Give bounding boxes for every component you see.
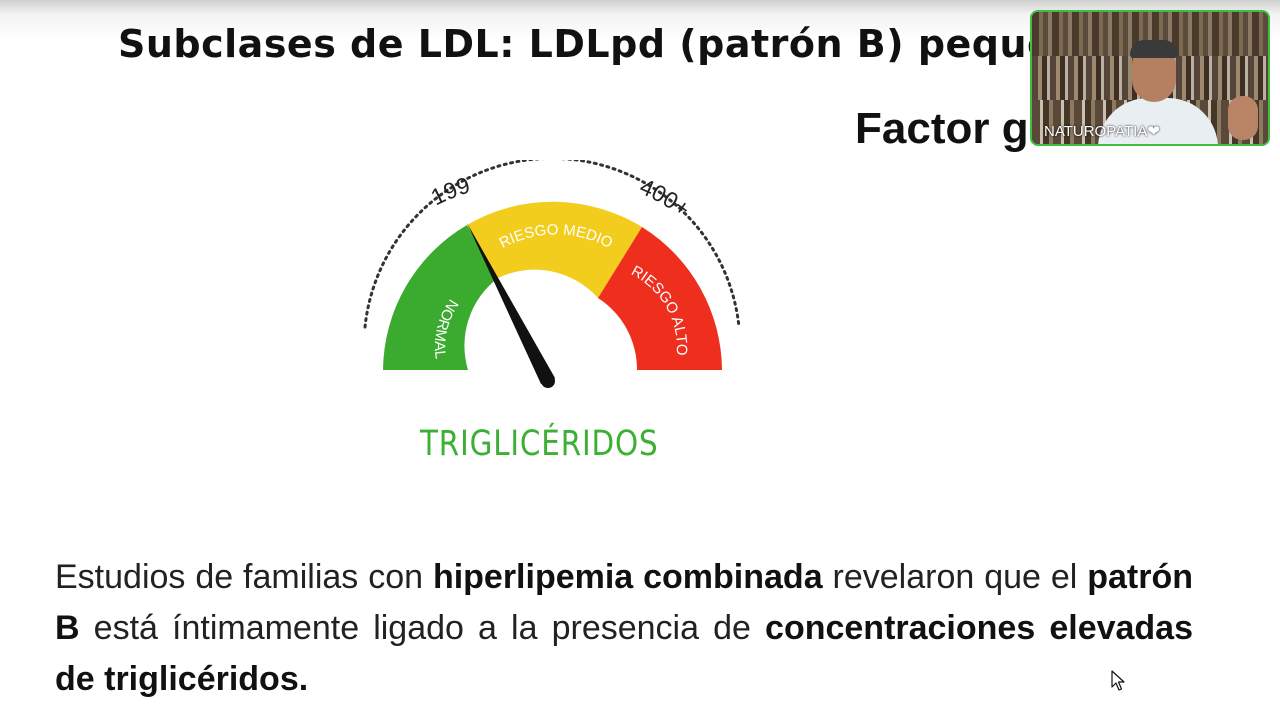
slide-title: Subclases de LDL: LDLpd (patrón B) peque…	[118, 22, 1038, 66]
gauge-needle	[467, 223, 555, 384]
paragraph-text-1: Estudios de familias con	[55, 558, 433, 596]
gauge-zone-normal	[383, 225, 498, 370]
gauge-needle-base	[541, 374, 555, 388]
paragraph-bold-1: hiperlipemia combinada	[432, 558, 823, 596]
gauge-zone-alto	[598, 227, 722, 370]
paragraph-bold-2: patrón B	[55, 558, 1193, 647]
body-paragraph: Estudios de familias con hiperlipemia co…	[55, 552, 1193, 705]
gauge-zone-medio	[467, 201, 642, 298]
webcam-label: NATUROPATIA❤	[1044, 123, 1160, 140]
tick-label-199: 199	[427, 172, 473, 211]
paragraph-text-2: revelaron que el	[822, 558, 1088, 596]
webcam-overlay[interactable]: NATUROPATIA❤	[1030, 10, 1270, 146]
gauge-title: TRIGLICÉRIDOS	[420, 424, 659, 464]
mouse-pointer-icon	[1111, 670, 1125, 691]
slide-subtitle: Factor g	[855, 104, 1029, 153]
paragraph-bold-3: concentraciones elevadas de triglicérido…	[55, 609, 1194, 698]
triglycerides-gauge: NORMAL RIESGO MEDIO RIESGO ALTO 199 400+	[363, 160, 741, 388]
presenter-hand	[1228, 96, 1258, 140]
paragraph-text-3: está íntimamente ligado a la presencia d…	[79, 609, 766, 647]
gauge-dotted-scale	[363, 160, 741, 329]
presenter-hair	[1130, 40, 1178, 58]
